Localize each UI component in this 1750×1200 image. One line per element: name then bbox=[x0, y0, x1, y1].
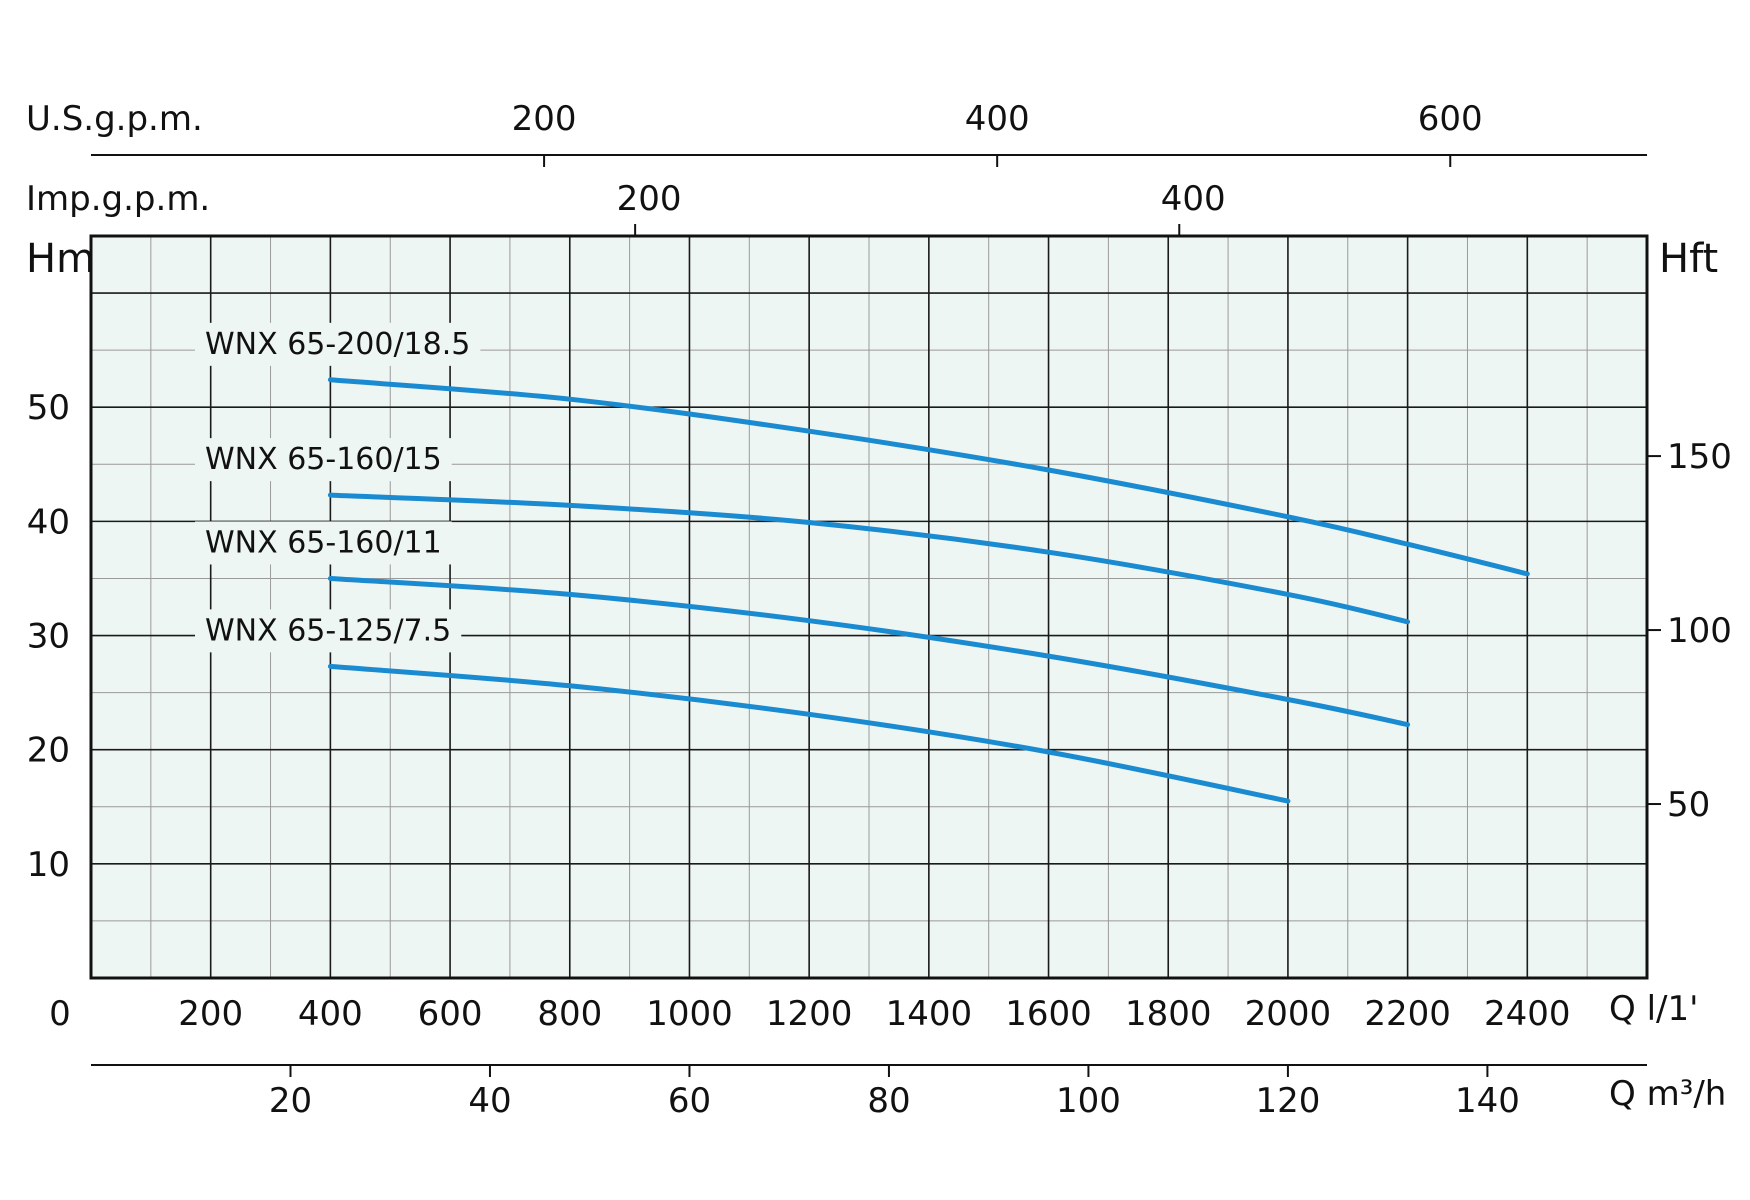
imp-gpm-tick-label: 200 bbox=[617, 179, 682, 219]
right-tick-label: 50 bbox=[1667, 785, 1710, 825]
us-gpm-tick-label: 600 bbox=[1418, 99, 1483, 139]
bottom-axis-ticks: 0 200 400 600 800 1000 1200 1400 1600 1800 2000 220… bbox=[49, 994, 1570, 1034]
left-tick-label: 10 bbox=[27, 845, 70, 885]
right-tick-label: 150 bbox=[1667, 437, 1732, 477]
right-axis-label: Hft bbox=[1659, 236, 1718, 282]
bottom-tick-label: 2000 bbox=[1245, 994, 1332, 1034]
series-line-1 bbox=[327, 377, 1530, 577]
series-label-bg bbox=[195, 521, 452, 565]
m3h-tick-label: 140 bbox=[1455, 1081, 1520, 1121]
series-label-2: WNX 65-160/15 bbox=[205, 442, 442, 477]
left-tick-label: 40 bbox=[27, 502, 70, 542]
series-label-bg bbox=[195, 322, 481, 366]
bottom-tick-label: 200 bbox=[178, 994, 243, 1034]
bottom-tick-label: 800 bbox=[537, 994, 602, 1034]
m3h-tick-label: 80 bbox=[867, 1081, 910, 1121]
right-axis-ticks: 50 100 150 bbox=[1647, 437, 1732, 825]
bottom-tick-label: 0 bbox=[49, 994, 71, 1034]
m3h-tick-label: 40 bbox=[468, 1081, 511, 1121]
plot-frame bbox=[89, 234, 1649, 980]
bottom-tick-label: 2200 bbox=[1364, 994, 1451, 1034]
bottom-tick-label: 1000 bbox=[646, 994, 733, 1034]
m3h-tick-label: 120 bbox=[1255, 1081, 1320, 1121]
m3h-tick-label: 20 bbox=[269, 1081, 312, 1121]
series-label-bg bbox=[195, 609, 462, 653]
series-line-3 bbox=[327, 576, 1411, 728]
series-label-1: WNX 65-200/18.5 bbox=[205, 327, 470, 362]
us-gpm-tick-label: 200 bbox=[512, 99, 577, 139]
imp-gpm-axis-label: Imp.g.p.m. bbox=[26, 179, 210, 219]
series-line-4 bbox=[327, 663, 1291, 804]
left-axis-label: Hm bbox=[26, 236, 95, 282]
m3h-axis: 20 40 60 80 100 120 140 bbox=[91, 1064, 1647, 1121]
major-grid bbox=[91, 236, 1647, 978]
series-lines bbox=[327, 377, 1530, 804]
series-labels: WNX 65-200/18.5 WNX 65-160/15 WNX 65-160/1… bbox=[195, 322, 481, 653]
m3h-tick-label: 60 bbox=[668, 1081, 711, 1121]
left-tick-label: 30 bbox=[27, 617, 70, 657]
us-gpm-tick-label: 400 bbox=[965, 99, 1030, 139]
us-gpm-axis: 200 400 600 bbox=[91, 99, 1647, 167]
bottom-tick-label: 1800 bbox=[1125, 994, 1212, 1034]
bottom-tick-label: 2400 bbox=[1484, 994, 1571, 1034]
bottom-tick-label: 400 bbox=[298, 994, 363, 1034]
left-tick-label: 20 bbox=[27, 731, 70, 771]
us-gpm-axis-label: U.S.g.p.m. bbox=[26, 99, 203, 139]
imp-gpm-tick-label: 400 bbox=[1161, 179, 1226, 219]
left-axis-ticks: 10 20 30 40 50 bbox=[27, 388, 70, 885]
bottom-axis-label: Q l/1' bbox=[1609, 989, 1698, 1029]
right-tick-label: 100 bbox=[1667, 611, 1732, 651]
m3h-tick-label: 100 bbox=[1056, 1081, 1121, 1121]
m3h-axis-label: Q m³/h bbox=[1609, 1074, 1726, 1114]
imp-gpm-axis: 200 400 bbox=[617, 179, 1226, 236]
series-label-bg bbox=[195, 438, 452, 482]
left-tick-label: 50 bbox=[27, 388, 70, 428]
bottom-tick-label: 600 bbox=[418, 994, 483, 1034]
series-line-2 bbox=[327, 492, 1411, 625]
series-label-4: WNX 65-125/7.5 bbox=[205, 613, 451, 648]
series-label-3: WNX 65-160/11 bbox=[205, 525, 442, 560]
bottom-tick-label: 1400 bbox=[886, 994, 973, 1034]
bottom-tick-label: 1200 bbox=[766, 994, 853, 1034]
bottom-tick-label: 1600 bbox=[1005, 994, 1092, 1034]
